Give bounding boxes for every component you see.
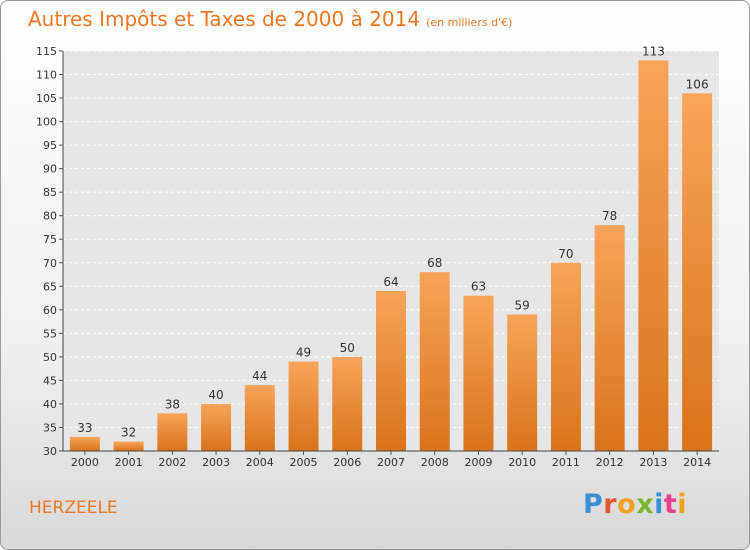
y-tick-label: 45 bbox=[43, 374, 57, 387]
y-tick-label: 105 bbox=[36, 92, 57, 105]
y-tick-label: 60 bbox=[43, 304, 57, 317]
logo-letter: r bbox=[603, 489, 618, 520]
x-tick-label: 2010 bbox=[508, 456, 536, 469]
value-label: 40 bbox=[208, 388, 223, 402]
y-tick-label: 85 bbox=[43, 186, 57, 199]
value-label: 63 bbox=[471, 280, 486, 294]
bar bbox=[376, 291, 406, 451]
logo-letter: P bbox=[583, 489, 604, 520]
x-tick-label: 2009 bbox=[464, 456, 492, 469]
bar bbox=[244, 385, 275, 451]
y-tick-label: 65 bbox=[43, 280, 57, 293]
value-label: 38 bbox=[165, 397, 180, 411]
chart-title: Autres Impôts et Taxes de 2000 à 2014 (en… bbox=[28, 7, 512, 31]
logo-letter: i bbox=[654, 489, 664, 520]
y-tick-label: 35 bbox=[43, 421, 57, 434]
x-tick-label: 2014 bbox=[683, 456, 711, 469]
value-label: 33 bbox=[77, 421, 92, 435]
y-tick-label: 110 bbox=[36, 69, 57, 82]
value-label: 68 bbox=[427, 256, 442, 270]
value-label: 70 bbox=[558, 247, 573, 261]
bar bbox=[507, 314, 538, 451]
bar bbox=[638, 60, 669, 451]
y-tick-label: 95 bbox=[43, 139, 57, 152]
value-label: 106 bbox=[686, 77, 709, 91]
value-label: 50 bbox=[340, 341, 355, 355]
value-label: 59 bbox=[515, 299, 530, 313]
logo-letter: x bbox=[636, 489, 655, 520]
bar bbox=[594, 225, 625, 451]
y-tick-label: 90 bbox=[43, 163, 57, 176]
value-label: 113 bbox=[642, 44, 665, 58]
proxiti-logo: Proxiti bbox=[583, 489, 687, 520]
value-label: 64 bbox=[383, 275, 398, 289]
y-tick-label: 55 bbox=[43, 327, 57, 340]
x-tick-label: 2004 bbox=[246, 456, 274, 469]
value-label: 78 bbox=[602, 209, 617, 223]
bar bbox=[201, 403, 232, 451]
y-tick-label: 75 bbox=[43, 233, 57, 246]
logo-letter: o bbox=[617, 489, 637, 520]
x-tick-label: 2013 bbox=[639, 456, 667, 469]
value-label: 32 bbox=[121, 426, 136, 440]
y-tick-label: 30 bbox=[43, 445, 57, 458]
y-tick-label: 80 bbox=[43, 210, 57, 223]
x-tick-label: 2005 bbox=[290, 456, 318, 469]
x-tick-label: 2000 bbox=[71, 456, 99, 469]
bar bbox=[69, 436, 100, 451]
value-label: 44 bbox=[252, 369, 267, 383]
logo-letter: i bbox=[677, 489, 688, 520]
chart-subtitle: (en milliers d'€) bbox=[426, 16, 513, 29]
x-tick-label: 2003 bbox=[202, 456, 230, 469]
x-tick-label: 2011 bbox=[552, 456, 580, 469]
x-tick-label: 2001 bbox=[115, 456, 143, 469]
y-tick-label: 100 bbox=[36, 116, 57, 129]
y-tick-label: 115 bbox=[36, 45, 57, 58]
bar bbox=[463, 295, 494, 451]
y-tick-label: 50 bbox=[43, 351, 57, 364]
bar bbox=[288, 361, 319, 451]
y-tick-label: 70 bbox=[43, 257, 57, 270]
bar bbox=[113, 441, 144, 451]
bar bbox=[332, 356, 363, 451]
value-label: 49 bbox=[296, 346, 311, 360]
x-tick-label: 2006 bbox=[333, 456, 361, 469]
logo-letter: t bbox=[663, 489, 678, 520]
bar bbox=[419, 272, 450, 451]
bar bbox=[550, 262, 581, 451]
x-tick-label: 2012 bbox=[596, 456, 624, 469]
y-tick-label: 40 bbox=[43, 398, 57, 411]
x-tick-label: 2002 bbox=[158, 456, 186, 469]
x-tick-label: 2008 bbox=[421, 456, 449, 469]
bar bbox=[682, 93, 713, 452]
chart-title-text: Autres Impôts et Taxes de 2000 à 2014 bbox=[28, 7, 421, 31]
bar bbox=[157, 413, 188, 451]
commune-name: HERZEELE bbox=[29, 498, 118, 518]
x-tick-label: 2007 bbox=[377, 456, 405, 469]
